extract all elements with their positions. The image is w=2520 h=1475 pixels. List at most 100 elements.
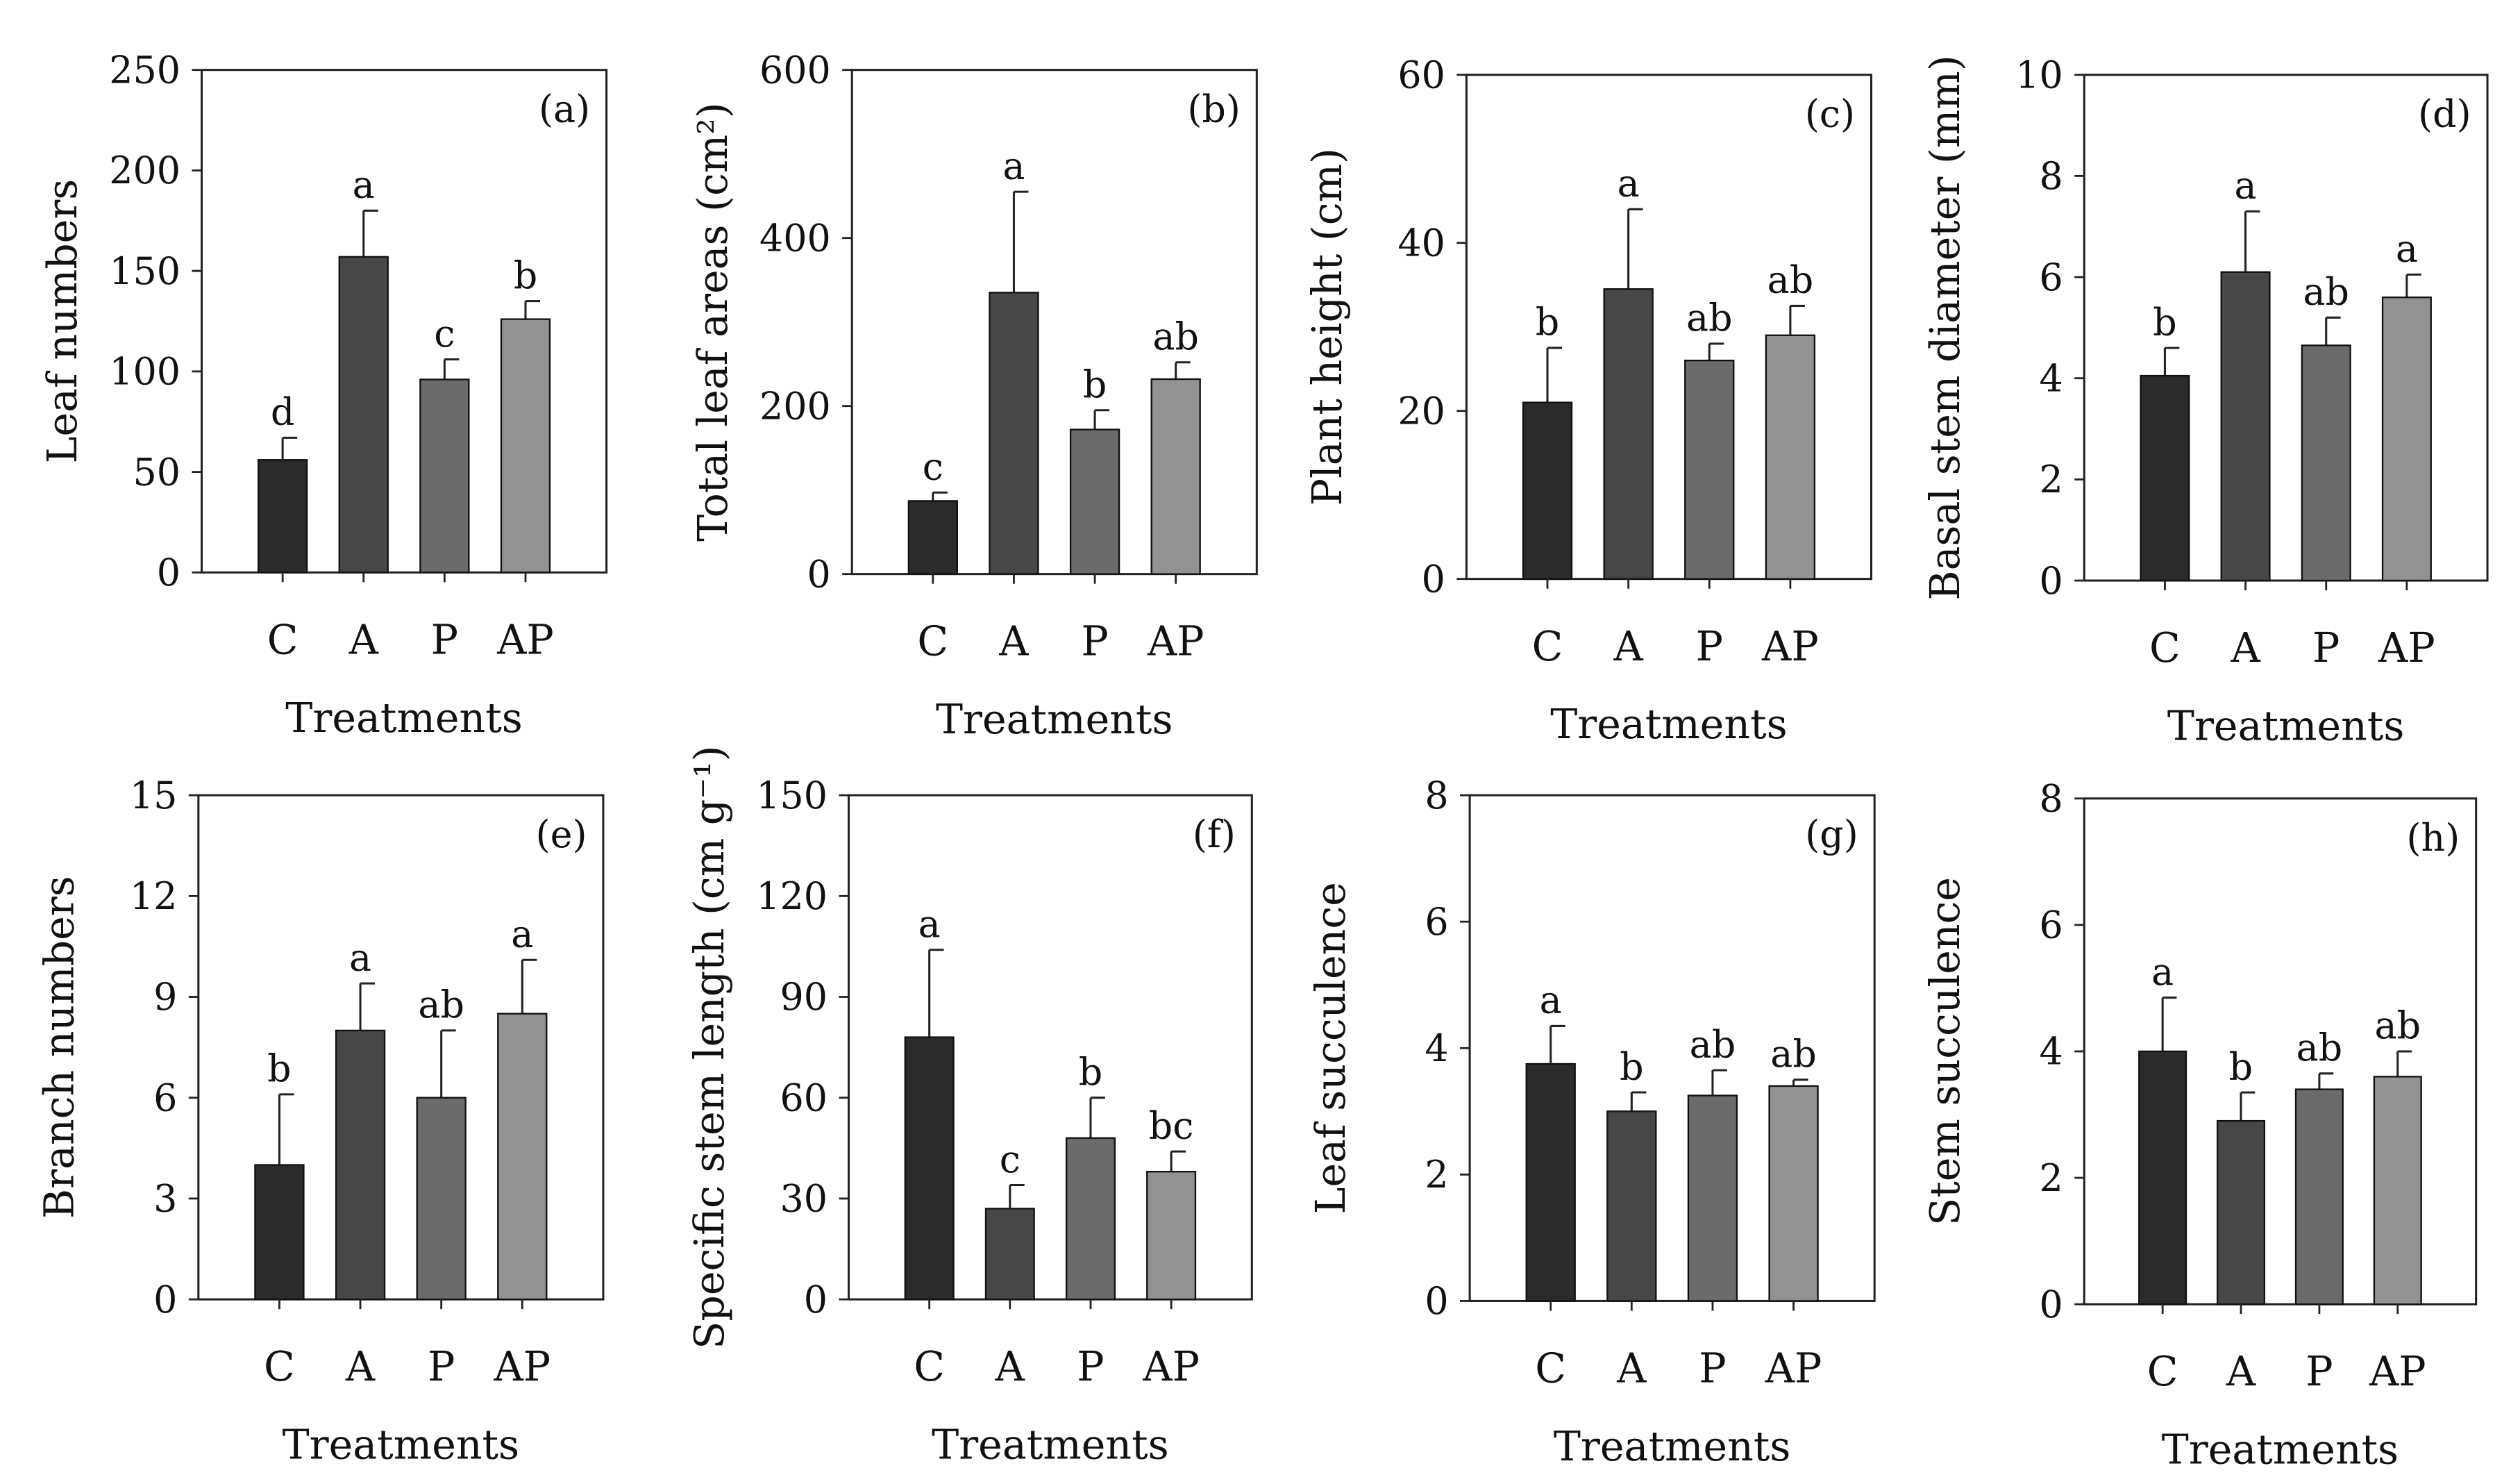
significance-letter: a — [1540, 978, 1562, 1022]
significance-letter: b — [1620, 1044, 1643, 1088]
significance-letter: b — [2229, 1044, 2253, 1088]
significance-letter: c — [923, 445, 943, 489]
x-tick-label: A — [995, 1343, 1025, 1390]
significance-letter: b — [1083, 362, 1107, 406]
x-tick-label: AP — [1761, 623, 1819, 670]
y-tick-label: 150 — [756, 774, 828, 817]
bar-A — [1603, 288, 1654, 580]
x-axis-label: Treatments — [2162, 1426, 2399, 1474]
bar-C — [1525, 1062, 1576, 1302]
significance-letter: ab — [418, 983, 464, 1026]
chart-panel: 0 2 4 6 8 10 b Ca Aab Pa AP (d) Treatments Basal stem… — [1922, 53, 2489, 750]
y-axis-label: Basal stem diameter (mm) — [1922, 55, 1969, 600]
bar-P — [2294, 1088, 2344, 1306]
bar-A — [989, 292, 1039, 575]
y-tick-label: 150 — [109, 249, 180, 293]
panel-label: (e) — [536, 812, 587, 856]
y-tick-label: 10 — [2015, 53, 2063, 97]
y-tick-label: 4 — [2040, 1030, 2063, 1074]
y-axis-label: Branch numbers — [35, 876, 83, 1219]
plot-frame — [197, 794, 605, 1301]
x-tick-label: AP — [1147, 618, 1204, 665]
panel-label: (c) — [1805, 92, 1855, 136]
bar-P — [1069, 428, 1120, 575]
y-axis-label: Leaf numbers — [39, 179, 86, 464]
y-tick-label: 0 — [804, 1278, 828, 1322]
x-tick-label: P — [1081, 618, 1108, 665]
y-tick-label: 0 — [2040, 559, 2063, 603]
bar-AP — [1765, 334, 1816, 580]
significance-letter: b — [267, 1047, 291, 1090]
bar-C — [254, 1164, 305, 1301]
significance-letter: d — [271, 390, 294, 434]
bar-AP — [2373, 1076, 2422, 1306]
x-axis-label: Treatments — [2167, 703, 2404, 750]
x-axis-label: Treatments — [283, 1422, 519, 1469]
y-axis-label: Leaf succulence — [1307, 882, 1354, 1214]
x-tick-label: C — [914, 1343, 945, 1390]
y-tick-label: 200 — [109, 149, 180, 192]
significance-letter: a — [2396, 227, 2418, 271]
bar-AP — [497, 1012, 548, 1301]
bar-AP — [500, 318, 551, 574]
x-tick-label: AP — [496, 616, 554, 663]
significance-letter: a — [918, 902, 941, 946]
significance-letter: a — [511, 912, 533, 956]
y-tick-label: 40 — [1397, 221, 1445, 265]
y-tick-label: 2 — [1425, 1153, 1448, 1197]
significance-letter: a — [349, 935, 371, 979]
bar-A — [335, 1029, 386, 1301]
panel-label: (b) — [1187, 88, 1241, 131]
significance-letter: ab — [1770, 1032, 1817, 1076]
x-tick-label: P — [431, 616, 458, 663]
x-tick-label: AP — [2369, 1348, 2426, 1395]
bar-P — [1065, 1137, 1116, 1301]
y-tick-label: 4 — [1425, 1026, 1448, 1070]
bar-P — [416, 1097, 467, 1301]
plot-frame — [1465, 74, 1873, 581]
y-tick-label: 2 — [2040, 1156, 2063, 1200]
plot-frame — [2083, 74, 2489, 582]
x-tick-label: P — [428, 1343, 455, 1390]
bar-C — [2138, 1050, 2187, 1306]
significance-letter: ab — [2303, 270, 2349, 314]
y-tick-label: 100 — [109, 350, 180, 394]
x-tick-label: AP — [493, 1343, 551, 1390]
plot-frame — [850, 69, 1258, 576]
bar-C — [907, 500, 958, 575]
x-tick-label: P — [2305, 1348, 2333, 1395]
y-tick-label: 6 — [2040, 256, 2063, 299]
x-tick-label: P — [1696, 623, 1723, 670]
y-tick-label: 6 — [153, 1076, 177, 1119]
bar-P — [1687, 1094, 1738, 1302]
x-tick-label: C — [1532, 623, 1563, 670]
significance-letter: c — [1000, 1138, 1020, 1181]
chart-panel: 0 20 40 60 b Ca Aab Pab AP (c) Treatments Plant hei… — [1304, 53, 1873, 748]
bar-A — [2217, 1119, 2266, 1306]
x-tick-label: P — [2312, 624, 2340, 672]
x-tick-label: A — [2226, 1348, 2256, 1395]
significance-letter: ab — [2374, 1003, 2421, 1047]
x-tick-label: A — [345, 1343, 376, 1390]
y-tick-label: 60 — [1397, 53, 1445, 97]
y-tick-label: 30 — [780, 1177, 828, 1221]
bar-AP — [2381, 297, 2432, 582]
significance-letter: b — [1536, 300, 1559, 344]
x-axis-label: Treatments — [932, 1422, 1168, 1469]
bar-P — [1684, 359, 1735, 580]
x-tick-label: A — [348, 616, 379, 663]
y-tick-label: 20 — [1397, 389, 1445, 433]
y-tick-label: 250 — [109, 48, 180, 92]
y-tick-label: 12 — [130, 874, 178, 918]
x-tick-label: P — [1699, 1345, 1726, 1392]
x-tick-label: C — [267, 616, 299, 663]
y-tick-label: 0 — [153, 1278, 177, 1322]
chart-panel: 0 2 4 6 8 a Cb Aab Pab AP (g) Treatments Leaf succul… — [1307, 774, 1876, 1470]
bar-C — [257, 459, 308, 574]
x-tick-label: AP — [1765, 1345, 1822, 1392]
y-tick-label: 0 — [157, 551, 180, 594]
x-tick-label: AP — [2378, 624, 2435, 672]
significance-letter: bc — [1149, 1103, 1194, 1147]
x-tick-label: P — [1077, 1343, 1104, 1390]
